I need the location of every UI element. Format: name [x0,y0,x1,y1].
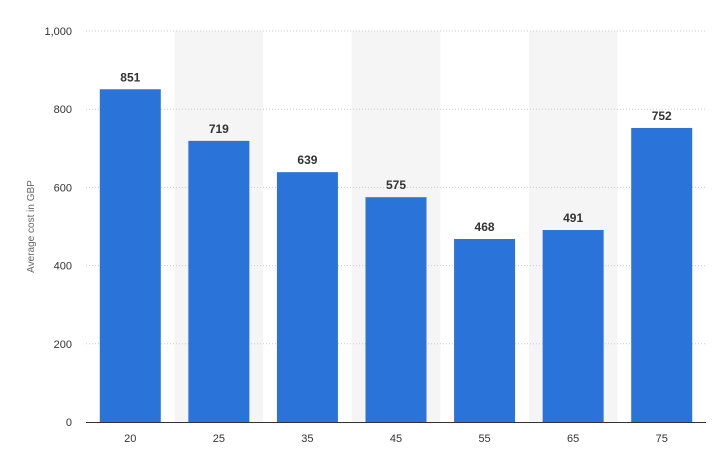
y-tick-label: 400 [54,261,72,273]
y-tick-label: 800 [54,104,72,116]
y-tick-label: 1,000 [44,26,72,38]
value-labels: 851 719 639 575 468 491 752 [120,70,672,234]
bar-25[interactable] [188,140,250,422]
value-label-25: 719 [209,122,229,136]
x-tick-label-75: 75 [656,433,668,445]
value-label-55: 468 [475,220,495,234]
y-tick-label: 600 [54,182,72,194]
x-tick-label-20: 20 [124,433,136,445]
value-label-75: 752 [652,109,672,123]
bar-55[interactable] [454,239,516,422]
value-label-45: 575 [386,178,406,192]
bar-35[interactable] [276,172,338,422]
bars [99,89,693,422]
value-label-35: 639 [297,153,317,167]
bar-75[interactable] [631,127,693,422]
value-label-65: 491 [563,211,583,225]
bar-65[interactable] [542,230,604,422]
y-tick-label: 200 [54,339,72,351]
x-tick-label-25: 25 [213,433,225,445]
y-tick-label: 0 [66,417,72,429]
x-tick-label-65: 65 [567,433,579,445]
x-tick-label-35: 35 [301,433,313,445]
x-tick-label-45: 45 [390,433,402,445]
x-tick-label-55: 55 [478,433,490,445]
value-label-20: 851 [120,70,140,84]
bar-45[interactable] [365,197,427,422]
y-axis-title: Average cost in GBP [26,180,37,273]
y-axis-ticks: 0 200 400 600 800 1,000 [44,26,72,429]
bar-20[interactable] [99,89,161,422]
x-axis-ticks: 20 25 35 45 55 65 75 [124,433,668,445]
